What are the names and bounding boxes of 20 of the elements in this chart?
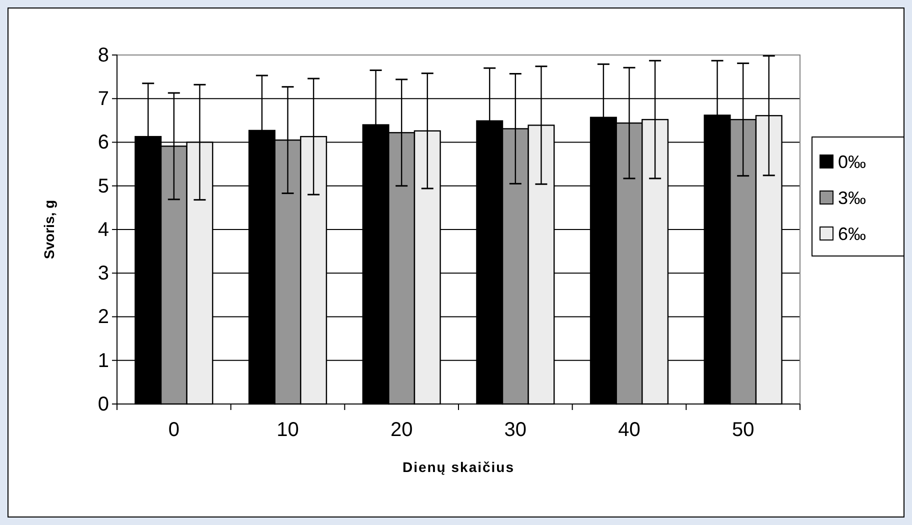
y-tick-label: 2 [98, 306, 109, 328]
x-tick-label: 40 [618, 419, 640, 442]
legend-label: 6‰ [838, 224, 866, 244]
y-tick-label: 4 [98, 218, 109, 241]
y-tick-label: 7 [98, 88, 109, 110]
y-tick-label: 3 [98, 262, 109, 285]
x-tick-label: 20 [390, 419, 413, 442]
y-tick-label: 1 [98, 350, 109, 372]
y-tick-label: 0 [98, 393, 109, 416]
x-tick-label: 10 [276, 419, 299, 442]
legend-label: 0‰ [838, 152, 866, 172]
y-tick-label: 8 [98, 44, 109, 66]
x-tick-label: 50 [732, 419, 754, 442]
legend-label: 3‰ [838, 188, 866, 208]
x-axis-title: Dienų skaičius [402, 459, 515, 475]
y-tick-label: 5 [98, 175, 109, 198]
y-tick-label: 6 [98, 132, 109, 154]
x-tick-label: 30 [504, 419, 527, 442]
x-tick-label: 0 [168, 419, 180, 442]
y-axis-title: Svoris, g [41, 200, 57, 260]
